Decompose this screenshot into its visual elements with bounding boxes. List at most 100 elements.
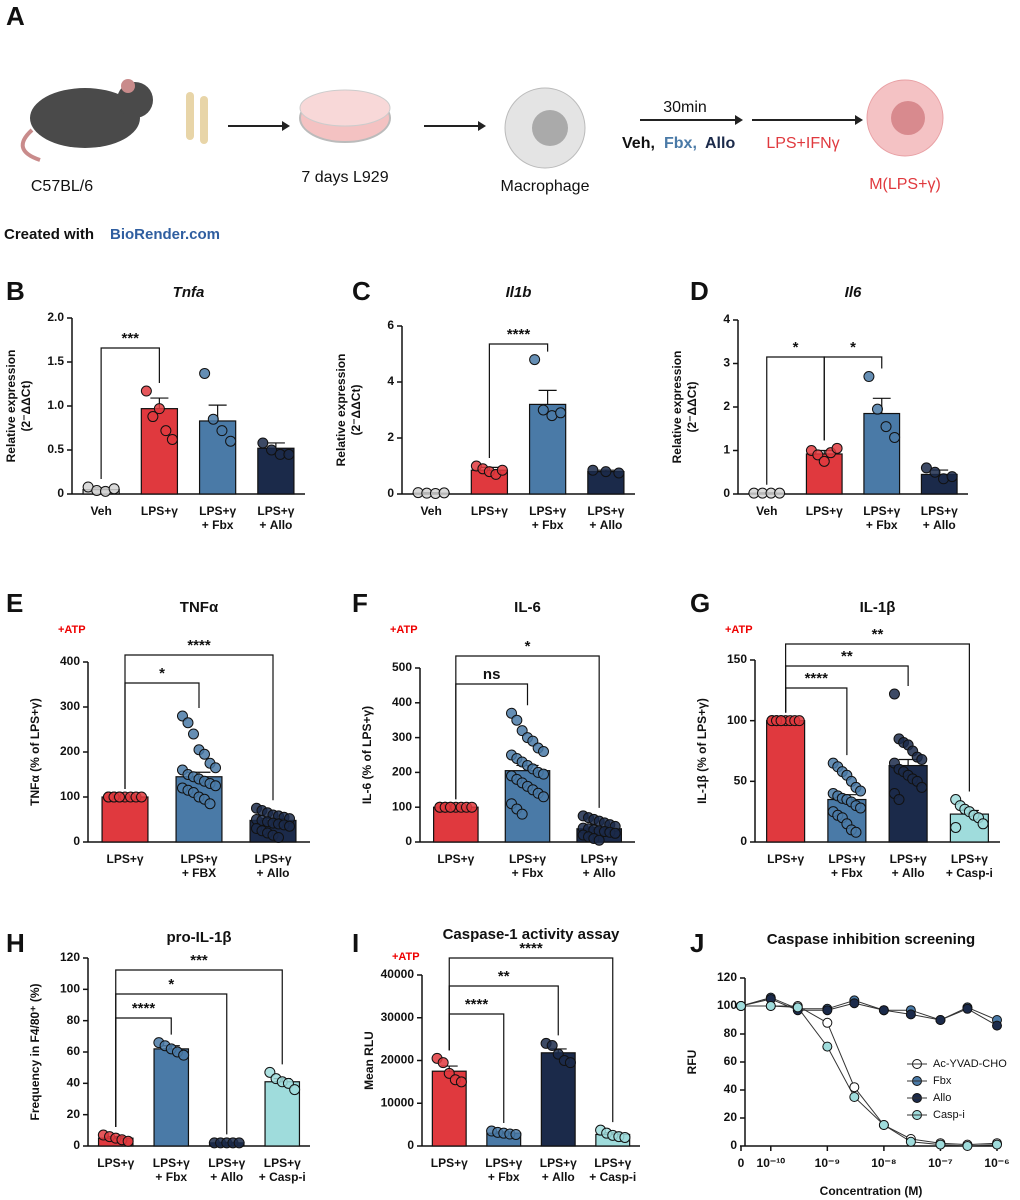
activated-cell-icon [891,101,925,135]
arrow [478,121,486,131]
dish-icon [299,89,391,127]
stimulus: LPS+IFNγ [766,135,839,152]
data-point [888,688,900,700]
x-tick-label: 0 [738,1156,745,1170]
x-tick-label: Veh [756,504,777,518]
y-tick-label: 100 [392,799,412,813]
data-point [878,1005,889,1016]
significance-label: *** [190,952,208,969]
x-tick-label: LPS+γ + Fbx [529,504,566,532]
y-tick-label: 0 [740,834,747,848]
chart-title: IL-1β [860,599,896,616]
data-point [792,1002,803,1013]
y-tick-label: 80 [67,1013,81,1027]
y-axis-label: IL-6 (% of LPS+γ) [360,706,374,804]
x-tick-label: LPS+γ + Allo [254,852,291,880]
significance-bracket [488,343,549,458]
y-tick-label: 3 [723,356,730,370]
credit: Created with [4,226,94,243]
significance-label: ** [872,626,884,643]
y-axis-label: RFU [685,1050,699,1075]
data-point [187,728,199,740]
data-point [199,367,211,379]
y-tick-label: 1.0 [47,398,64,412]
data-point [935,1015,946,1025]
y-tick-label: 80 [724,1026,738,1040]
x-tick-label: LPS+γ + Allo [890,852,927,880]
data-point [831,442,843,454]
y-tick-label: 2 [387,430,394,444]
legend-label: Ac-YVAD-CHO [933,1058,1007,1070]
y-axis-label: Relative expression(2⁻ΔΔCt) [334,354,363,467]
data-point [812,449,824,461]
chart-title: Caspase inhibition screening [767,931,975,948]
arrow [282,121,290,131]
y-tick-label: 2 [723,399,730,413]
data-point [822,1005,833,1016]
data-point [962,1003,973,1014]
y-tick-label: 6 [387,318,394,332]
bar [528,403,567,495]
panel-label: B [6,276,25,306]
data-point [863,371,875,383]
data-point [153,403,165,415]
panel-label: F [352,588,368,618]
x-tick-label: LPS+γ + Casp-i [589,1156,636,1184]
significance-bracket [823,356,883,441]
data-point [593,834,605,846]
x-tick-label: LPS+γ [806,504,843,518]
y-tick-label: 100 [727,713,747,727]
chart-title: Tnfa [173,284,205,301]
significance-label: **** [519,940,543,957]
arrow [735,115,743,125]
significance-label: ** [841,648,853,665]
data-point [992,1139,1002,1150]
y-tick-label: 300 [60,699,80,713]
data-point [774,487,786,499]
treatment: Veh, [622,135,655,152]
legend-label: Fbx [933,1075,952,1087]
y-tick-label: 0.5 [47,442,64,456]
y-tick-label: 100 [717,998,737,1012]
y-axis-label: TNFα (% of LPS+γ) [28,698,42,806]
data-point [284,820,296,832]
y-tick-label: 60 [724,1054,738,1068]
x-tick-label: LPS+γ + Casp-i [946,852,993,880]
data-point [950,821,962,833]
bone-icon [200,96,208,144]
significance-label: ** [498,968,510,985]
panel-label: C [352,276,371,306]
y-tick-label: 0 [387,486,394,500]
data-point [511,714,523,726]
data-point [160,425,172,437]
x-tick-label: 10⁻⁷ [928,1156,953,1170]
bar [101,796,149,843]
data-point [537,404,549,416]
x-tick-label: LPS+γ + Fbx [863,504,900,532]
data-point [849,1082,860,1093]
data-point [199,748,211,760]
significance-label: * [850,339,856,356]
note: +ATP [390,624,418,636]
note: +ATP [725,624,753,636]
panel-label: H [6,928,25,958]
data-point [273,832,285,843]
significance-bracket [100,347,160,479]
y-tick-label: 400 [392,695,412,709]
data-point [849,1092,860,1102]
x-tick-label: LPS+γ + Fbx [828,852,865,880]
bar [140,408,179,495]
y-tick-label: 0 [405,834,412,848]
x-tick-label: LPS+γ + Fbx [199,504,236,532]
bone-icon [186,92,194,140]
x-tick-label: LPS+γ + Casp-i [259,1156,306,1184]
y-axis-label: Relative expression(2⁻ΔΔCt) [4,350,33,463]
y-tick-label: 20 [724,1110,738,1124]
data-point [466,801,478,813]
data-point [108,483,120,495]
y-tick-label: 0 [730,1138,737,1152]
error-bar [538,389,557,405]
data-point [905,1136,916,1147]
y-tick-label: 150 [727,652,747,666]
x-tick-label: LPS+γ [437,852,474,866]
